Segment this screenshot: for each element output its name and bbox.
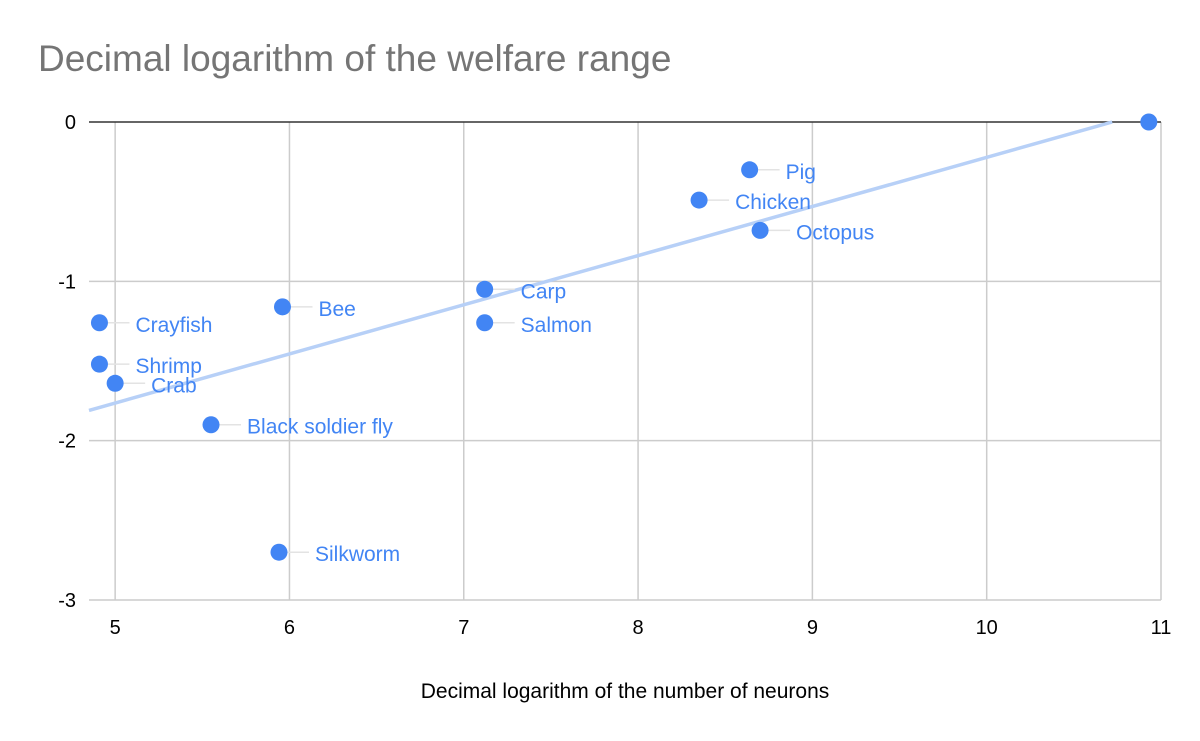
x-tick-label: 8 <box>633 617 644 639</box>
data-point <box>751 221 769 239</box>
chart-title: Decimal logarithm of the welfare range <box>38 38 672 79</box>
data-labels: Pig Chicken Octopus Carp Salmon Bee Crayfish Sh… <box>135 161 874 566</box>
point-label: Carp <box>521 280 567 303</box>
trendline-layer <box>88 120 1113 413</box>
axis-ticks: 5 6 7 8 9 10 11 0 -1 -2 -3 <box>58 112 1171 639</box>
point-label: Bee <box>318 298 355 321</box>
data-point <box>90 314 108 332</box>
point-label: Pig <box>786 161 816 184</box>
point-label: Chicken <box>735 191 811 214</box>
y-tick-label: -3 <box>58 590 76 612</box>
point-label: Black soldier fly <box>247 416 393 439</box>
point-label: Silkworm <box>315 543 400 566</box>
x-tick-label: 10 <box>976 617 998 639</box>
x-tick-label: 7 <box>458 617 469 639</box>
label-connectors <box>107 169 791 553</box>
data-point <box>202 416 220 434</box>
y-tick-label: 0 <box>65 112 76 134</box>
data-points <box>90 113 1158 561</box>
point-label: Crab <box>151 374 197 397</box>
grid <box>89 121 1162 601</box>
data-point <box>476 314 494 332</box>
data-point <box>1140 113 1158 131</box>
data-point <box>273 298 291 316</box>
data-point <box>741 161 759 179</box>
data-point <box>476 280 494 298</box>
point-label: Crayfish <box>135 314 212 337</box>
data-point <box>106 374 124 392</box>
x-tick-label: 11 <box>1151 617 1172 639</box>
point-label: Salmon <box>521 314 592 337</box>
data-point <box>690 191 708 209</box>
point-label: Octopus <box>796 221 874 244</box>
x-tick-label: 5 <box>110 617 121 639</box>
data-point <box>270 543 288 561</box>
x-tick-label: 6 <box>284 617 295 639</box>
point-label: Shrimp <box>135 355 202 378</box>
y-tick-label: -2 <box>58 431 76 453</box>
x-axis-label: Decimal logarithm of the number of neuro… <box>421 680 830 703</box>
trendline <box>88 120 1113 413</box>
x-tick-label: 9 <box>807 617 818 639</box>
data-point <box>90 355 108 373</box>
y-tick-label: -1 <box>58 271 76 293</box>
